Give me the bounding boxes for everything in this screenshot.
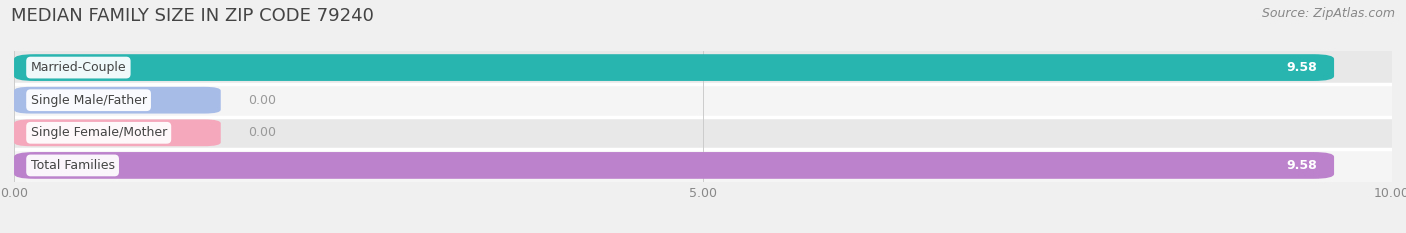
Bar	[14, 84, 1392, 116]
FancyBboxPatch shape	[14, 152, 1334, 179]
Text: Source: ZipAtlas.com: Source: ZipAtlas.com	[1261, 7, 1395, 20]
Text: Total Families: Total Families	[31, 159, 115, 172]
Bar	[14, 116, 1392, 149]
Text: 0.00: 0.00	[249, 94, 277, 107]
Text: Married-Couple: Married-Couple	[31, 61, 127, 74]
FancyBboxPatch shape	[14, 87, 221, 113]
Text: Single Male/Father: Single Male/Father	[31, 94, 146, 107]
Text: Single Female/Mother: Single Female/Mother	[31, 126, 167, 139]
Bar	[14, 51, 1392, 84]
Text: MEDIAN FAMILY SIZE IN ZIP CODE 79240: MEDIAN FAMILY SIZE IN ZIP CODE 79240	[11, 7, 374, 25]
Text: 9.58: 9.58	[1286, 159, 1317, 172]
Text: 9.58: 9.58	[1286, 61, 1317, 74]
Text: 0.00: 0.00	[249, 126, 277, 139]
FancyBboxPatch shape	[14, 54, 1334, 81]
Bar	[14, 149, 1392, 182]
FancyBboxPatch shape	[14, 120, 221, 146]
